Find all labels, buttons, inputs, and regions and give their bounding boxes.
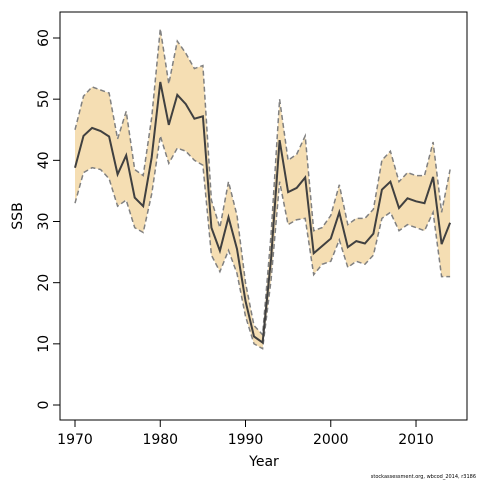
confidence-band <box>75 28 451 349</box>
y-tick-label: 60 <box>36 29 52 47</box>
x-tick-label: 1970 <box>57 432 93 448</box>
y-tick-label: 40 <box>36 151 52 169</box>
ssb-line <box>74 81 452 345</box>
plot-frame <box>59 11 468 421</box>
y-tick-label: 20 <box>36 274 52 292</box>
y-tick-label: 50 <box>36 90 52 108</box>
y-tick-label: 0 <box>36 401 52 410</box>
y-axis-label: SSB <box>10 202 26 229</box>
x-axis-label: Year <box>248 454 279 470</box>
footnote: stockassessment.org, wbcod_2014, r3186 <box>371 474 476 480</box>
y-tick-label: 30 <box>36 213 52 231</box>
x-tick-label: 1990 <box>228 432 264 448</box>
lower-bound <box>74 135 451 350</box>
y-tick-label: 10 <box>36 335 52 353</box>
x-tick-label: 2000 <box>313 432 349 448</box>
x-tick-label: 1980 <box>142 432 178 448</box>
x-tick-label: 2010 <box>398 432 434 448</box>
